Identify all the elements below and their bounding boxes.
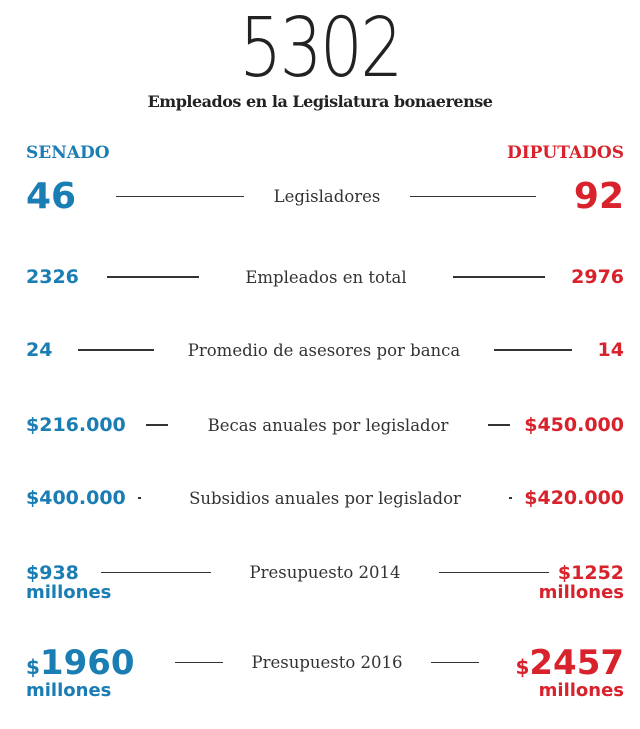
divider [106, 276, 199, 278]
diputados-value: $420.000 [524, 487, 625, 509]
row-becas: $216.000 Becas anuales por legislador $4… [26, 414, 624, 436]
divider [137, 497, 141, 499]
row-label: Subsidios anuales por legislador [189, 488, 461, 508]
diputados-value: 2457 [529, 643, 625, 683]
subtitle: Empleados en la Legislatura bonaerense [147, 92, 493, 111]
senado-value: 24 [26, 339, 53, 361]
row-subsidios: $400.000 Subsidios anuales por legislado… [26, 487, 624, 509]
divider [453, 276, 546, 278]
diputados-value: $450.000 [524, 414, 624, 436]
row-asesores: 24 Promedio de asesores por banca 14 [26, 339, 624, 361]
currency-symbol: $ [515, 655, 530, 679]
diputados-header: DIPUTADOS [506, 143, 624, 163]
row-label: Legisladores [273, 187, 381, 206]
divider [431, 661, 480, 664]
row-label: Empleados en total [245, 267, 407, 287]
divider [509, 497, 513, 499]
diputados-unit: millones [538, 581, 625, 603]
divider [409, 195, 536, 198]
senado-value: $938 [26, 562, 79, 584]
row-presupuesto-2016: $1960 millones Presupuesto 2016 $2457 mi… [26, 643, 625, 701]
divider [78, 349, 155, 351]
divider [438, 571, 549, 574]
divider [101, 571, 212, 574]
row-presupuesto-2014: $938 millones Presupuesto 2014 $1252 mil… [26, 562, 625, 603]
senado-value: 1960 [39, 643, 135, 683]
senado-value: $216.000 [26, 414, 126, 436]
divider [116, 195, 245, 198]
divider [493, 349, 572, 351]
diputados-value: 14 [597, 339, 624, 361]
currency-symbol: $ [26, 655, 40, 679]
diputados-value: 2976 [571, 266, 625, 288]
senado-unit: millones [26, 581, 112, 603]
row-legisladores: 46 Legisladores 92 [26, 176, 624, 217]
diputados-value: $1252 [557, 562, 625, 584]
divider [145, 424, 168, 426]
diputados-value: 92 [573, 176, 625, 217]
senado-value: $400.000 [26, 487, 126, 509]
row-empleados: 2326 Empleados en total 2976 [26, 266, 624, 288]
row-label: Presupuesto 2014 [249, 562, 401, 582]
row-label: Becas anuales por legislador [207, 415, 449, 435]
divider [174, 661, 223, 664]
divider [488, 424, 511, 426]
row-label: Presupuesto 2016 [251, 652, 403, 672]
senado-unit: millones [26, 679, 112, 701]
row-label: Promedio de asesores por banca [187, 340, 461, 360]
senado-header: SENADO [26, 143, 110, 163]
senado-value: 46 [26, 176, 77, 217]
diputados-unit: millones [538, 679, 625, 701]
total-employees: 5302 [239, 1, 403, 96]
senado-value: 2326 [26, 266, 79, 288]
